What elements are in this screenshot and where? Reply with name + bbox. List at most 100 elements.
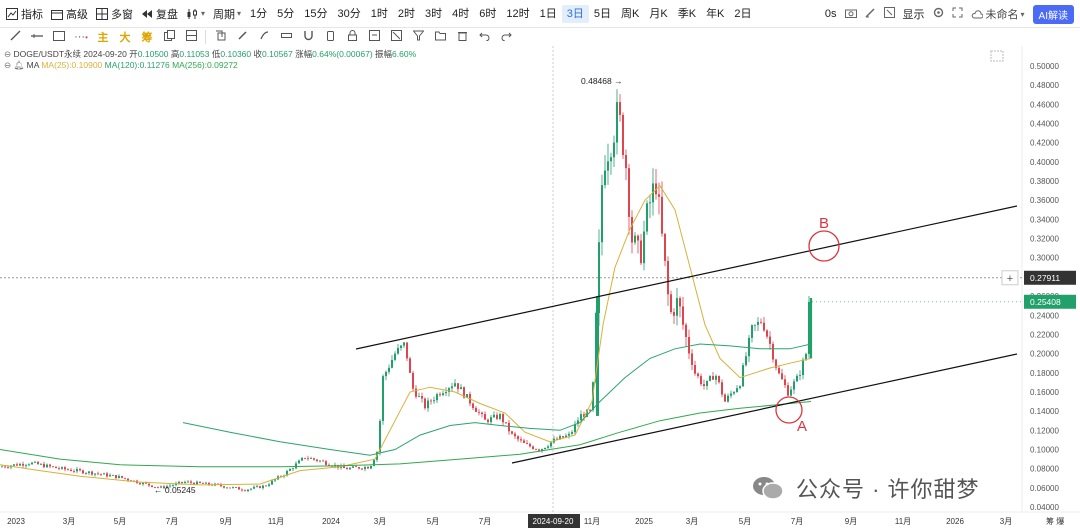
interval-6[interactable]: 3时 (425, 7, 443, 20)
y-tick-label: 0.18000 (1030, 369, 1059, 378)
measure-icon[interactable] (363, 30, 385, 44)
x-tick-label: 3月 (686, 517, 698, 526)
candle-body (232, 487, 234, 488)
interval-15[interactable]: 季K (677, 7, 697, 20)
candle-body (319, 460, 321, 462)
interval-17[interactable]: 2日 (734, 7, 752, 20)
interval-10[interactable]: 1日 (539, 7, 557, 20)
interval-1[interactable]: 5分 (277, 7, 295, 20)
candle-body (709, 376, 711, 381)
candle-body (262, 485, 264, 489)
candle-body (490, 417, 492, 423)
y-tick-label: 0.10000 (1030, 445, 1059, 454)
rectangle-icon[interactable] (48, 30, 70, 44)
cloud-layout-button[interactable]: 未命名 ▾ (971, 6, 1025, 22)
candle-body (727, 395, 729, 402)
select-icon[interactable] (209, 30, 231, 44)
ai-interpret-button[interactable]: AI解读 (1032, 4, 1074, 24)
interval-11[interactable]: 3日 (561, 4, 589, 23)
gear-icon[interactable] (933, 7, 944, 21)
interval-3[interactable]: 30分 (337, 7, 361, 20)
brush-icon[interactable] (253, 30, 275, 44)
period-button[interactable]: 周期 ▾ (213, 8, 242, 21)
interval-8[interactable]: 6时 (479, 7, 497, 20)
candle-body (628, 168, 630, 217)
interval-5[interactable]: 2时 (397, 7, 416, 20)
candle-body (523, 440, 525, 444)
interval-9[interactable]: 12时 (506, 7, 530, 20)
candle-body (730, 393, 732, 396)
y-tick-label: 0.30000 (1030, 254, 1059, 263)
interval-7[interactable]: 4时 (452, 7, 470, 20)
indicator-button[interactable]: 指标 (2, 4, 47, 24)
candle-type-button[interactable]: ▾ (182, 4, 209, 24)
candle-body (328, 464, 330, 466)
candle-body (532, 446, 534, 449)
bell-icon[interactable]: 🔔︎ (13, 60, 25, 70)
candle-body (259, 486, 261, 489)
x-tick-label: 7月 (166, 517, 178, 526)
interval-2[interactable]: 15分 (304, 7, 328, 20)
multi-window-button[interactable]: 多窗 (92, 4, 137, 24)
replay-icon (141, 8, 153, 20)
tool-large-label[interactable]: 大 (119, 32, 131, 44)
x-highlight-bg (528, 514, 580, 528)
visibility-icon[interactable] (385, 30, 407, 44)
candle-body (106, 473, 108, 477)
replay-button[interactable]: 复盘 (137, 4, 182, 24)
candle-body (670, 294, 672, 313)
candle-body (325, 461, 327, 465)
max-price-label: 0.48468 → (581, 76, 623, 86)
expand-icon[interactable] (883, 7, 895, 21)
ma256-line (0, 401, 812, 468)
horizontal-line-icon[interactable] (26, 30, 48, 44)
candle-body (193, 482, 195, 485)
candle-body (181, 481, 183, 483)
candle-body (439, 394, 441, 396)
interval-0[interactable]: 1分 (250, 7, 268, 20)
delete-icon[interactable] (451, 30, 473, 44)
clip-icon[interactable] (319, 30, 341, 44)
redo-icon[interactable] (495, 30, 517, 44)
layers-icon[interactable] (180, 30, 202, 44)
candle-body (538, 449, 540, 451)
candle-body (808, 301, 810, 355)
interval-16[interactable]: 年K (706, 7, 725, 20)
candle-body (619, 102, 621, 115)
tool-chip-label[interactable]: 筹 (141, 32, 153, 44)
interval-13[interactable]: 周K (621, 7, 640, 20)
candle-body (790, 389, 792, 396)
candle-body (67, 469, 69, 471)
more-tools-icon[interactable]: ···• (74, 31, 88, 43)
candle-body (301, 457, 303, 461)
fullscreen-icon[interactable] (952, 7, 963, 21)
candle-body (16, 464, 18, 466)
candle-body (580, 414, 582, 421)
interval-14[interactable]: 月K (649, 7, 668, 20)
magnet-icon[interactable] (297, 30, 319, 44)
watermark: 公众号 · 许你甜梦 (752, 472, 980, 504)
x-tick-label: 2024-09-20 (533, 517, 574, 526)
interval-12[interactable]: 5日 (593, 7, 612, 20)
edit-icon[interactable] (865, 7, 876, 21)
template-button[interactable]: 高级 (47, 4, 92, 24)
undo-icon[interactable] (473, 30, 495, 44)
filter-icon[interactable] (407, 30, 429, 44)
candle-body (187, 481, 189, 483)
candle-body (28, 464, 30, 466)
display-button[interactable]: 显示 (902, 9, 925, 21)
x-tick-label: 2024 (322, 517, 340, 526)
y-tick-label: 0.40000 (1030, 158, 1059, 167)
interval-4[interactable]: 1时 (370, 7, 388, 20)
lock-icon[interactable] (341, 30, 363, 44)
pen-icon[interactable] (231, 30, 253, 44)
candle-body (505, 422, 507, 424)
camera-icon[interactable] (844, 8, 857, 21)
tool-main-label[interactable]: 主 (97, 32, 109, 44)
folder-icon[interactable] (429, 30, 451, 44)
copy-icon[interactable] (158, 30, 180, 44)
candle-body (307, 458, 309, 460)
trend-line-icon[interactable] (4, 30, 26, 44)
ruler-icon[interactable] (275, 30, 297, 44)
